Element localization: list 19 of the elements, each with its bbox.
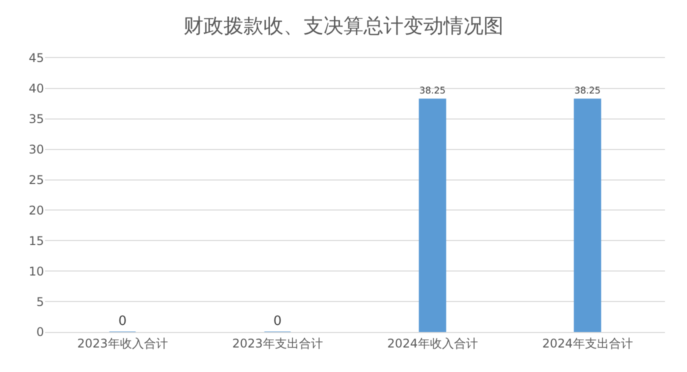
data-label: 0 — [118, 314, 127, 329]
data-label: 38.25 — [419, 85, 446, 96]
data-label: 38.25 — [574, 85, 601, 96]
y-tick-label: 45 — [28, 51, 44, 66]
y-tick-label: 40 — [28, 82, 44, 96]
data-label: 0 — [273, 314, 282, 329]
y-tick-label: 30 — [28, 142, 44, 157]
y-tick-label: 5 — [36, 294, 44, 309]
x-tick-label: 2024年支出合计 — [542, 336, 633, 350]
y-tick-label: 0 — [36, 325, 44, 340]
x-tick-label: 2023年收入合计 — [77, 336, 168, 350]
y-tick-label: 35 — [28, 112, 44, 126]
y-tick-label: 25 — [28, 172, 44, 187]
y-tick-label: 10 — [28, 264, 44, 278]
y-tick-label: 15 — [28, 234, 44, 248]
chart-title: 财政拨款收、支决算总计变动情况图 — [184, 14, 504, 38]
x-tick-label: 2024年收入合计 — [387, 336, 478, 350]
y-tick-label: 20 — [28, 203, 44, 218]
x-tick-label: 2023年支出合计 — [232, 336, 323, 350]
